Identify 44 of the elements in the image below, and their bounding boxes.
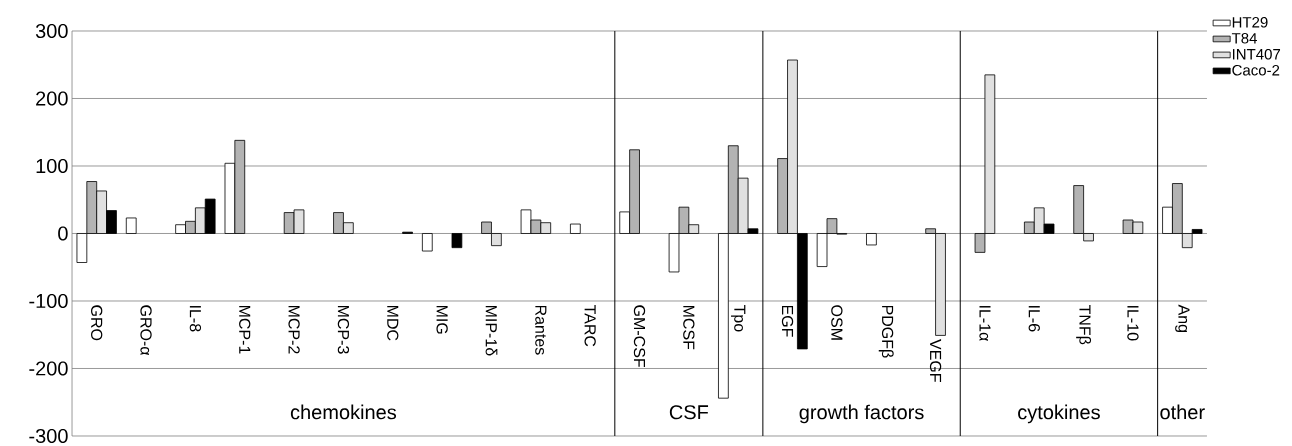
- x-tick-label: IL-1α: [979, 306, 991, 341]
- annotation: cytokines: [1018, 404, 1100, 424]
- bar: [125, 217, 137, 234]
- x-tick-label: MDC: [387, 305, 399, 341]
- bar: [421, 233, 433, 252]
- x-tick-label: IL-8: [189, 306, 202, 332]
- x-tick-label: TNFβ: [1076, 304, 1092, 345]
- x-tick-label: MCP-2: [288, 305, 300, 354]
- bar: [451, 233, 463, 249]
- annotation: other: [1160, 404, 1205, 420]
- x-tick-label: Tpo: [731, 304, 746, 332]
- x-tick-label: GM-CSF: [633, 305, 646, 368]
- x-tick-label: EGF: [781, 305, 794, 337]
- x-tick-label: OSM: [831, 305, 843, 340]
- x-tick-label: IL-10: [1127, 306, 1139, 341]
- x-tick-label: MCP-1: [239, 305, 251, 354]
- bar: [570, 223, 581, 234]
- x-tick-label: Ang: [1175, 304, 1190, 332]
- legend-label: INT407: [1232, 48, 1281, 60]
- x-tick-label: MIG: [436, 305, 448, 334]
- legend-label: HT29: [1232, 17, 1268, 28]
- y-tick-label: 100: [36, 158, 68, 174]
- y-tick-label: 0: [58, 226, 68, 241]
- annotation: chemokines: [290, 404, 397, 420]
- x-tick-label: MCP-3: [337, 305, 350, 354]
- x-tick-label: MCSF: [683, 305, 695, 350]
- x-tick-label: MIP-1δ: [485, 305, 498, 356]
- y-tick-label: -200: [29, 361, 68, 376]
- x-tick-label: IL-6: [1028, 306, 1040, 332]
- legend-label: Caco-2: [1232, 64, 1280, 76]
- y-tick-label: -300: [29, 428, 68, 444]
- y-tick-label: -100: [29, 293, 68, 309]
- annotation: growth factors: [799, 404, 924, 424]
- legend-label: T84: [1231, 32, 1257, 44]
- x-tick-label: GRO: [91, 305, 103, 341]
- annotation: CSF: [669, 405, 709, 420]
- x-tick-label: VEGF: [929, 339, 942, 382]
- x-tick-label: Rantes: [535, 305, 547, 355]
- x-tick-label: TARC: [584, 304, 596, 347]
- y-tick-label: 200: [36, 91, 68, 106]
- y-tick-label: 300: [35, 23, 68, 39]
- x-tick-label: PDGFβ: [878, 305, 894, 358]
- x-tick-label: GRO-α: [140, 305, 152, 356]
- bar: [866, 233, 877, 246]
